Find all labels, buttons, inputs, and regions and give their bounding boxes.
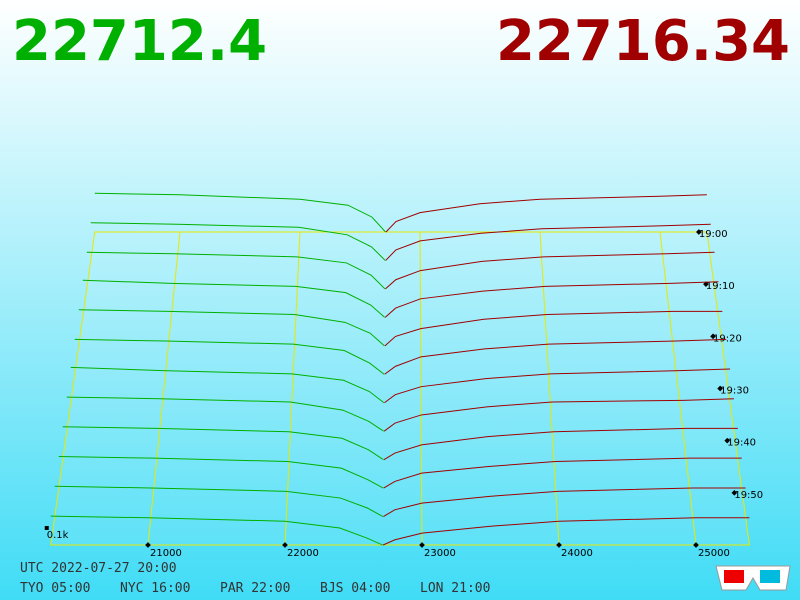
time-tick-label: 19:20 — [713, 333, 742, 344]
time-tick-mark — [710, 333, 716, 340]
tick-mark — [556, 542, 562, 548]
bid-depth-line — [70, 366, 385, 404]
ask-depth-line — [385, 194, 707, 233]
x-tick-label: 24000 — [561, 548, 593, 559]
bid-price: 22712.4 — [12, 9, 267, 74]
x-tick-label: 22000 — [287, 548, 319, 559]
bid-depth-line — [74, 338, 385, 375]
z-tick-label: 0.1k — [47, 530, 69, 541]
grid-line — [147, 231, 181, 546]
tick-mark — [282, 542, 288, 548]
time-tick-mark — [731, 490, 738, 496]
grid-line — [419, 231, 423, 546]
ask-depth-line — [382, 517, 750, 546]
z-tick-mark — [44, 526, 49, 530]
time-tick-mark — [696, 229, 702, 235]
bid-depth-line — [82, 279, 386, 318]
x-tick-label: 23000 — [424, 548, 456, 559]
floor — [50, 231, 751, 546]
utc-time: UTC 2022-07-27 20:00 — [20, 561, 177, 576]
bid-depth-line — [90, 222, 386, 261]
bid-depth-line — [62, 426, 384, 461]
zone-time: NYC 16:00 — [120, 581, 190, 596]
ask-depth-line — [384, 310, 723, 347]
grid-line — [539, 231, 560, 546]
glasses-icon — [715, 565, 791, 591]
ask-depth-line — [383, 457, 742, 489]
x-tick-label: 25000 — [698, 548, 730, 559]
zone-time: BJS 04:00 — [320, 581, 390, 596]
ask-price: 22716.34 — [496, 9, 790, 74]
ask-depth-line — [383, 427, 738, 461]
ask-depth-line — [384, 368, 731, 404]
x-tick-label: 21000 — [150, 548, 182, 559]
ask-depth-line — [383, 487, 746, 517]
bid-depth-line — [78, 309, 385, 347]
ask-depth-line — [385, 251, 715, 290]
bid-depth-line — [50, 515, 383, 546]
zone-time: PAR 22:00 — [220, 581, 290, 596]
grid-line — [659, 231, 697, 546]
time-tick-mark — [703, 281, 709, 287]
ask-depth-line — [384, 281, 719, 318]
time-tick-label: 19:40 — [727, 438, 756, 449]
zone-time: TYO 05:00 — [20, 581, 90, 596]
bid-depth-line — [58, 456, 384, 489]
zone-time: LON 21:00 — [420, 581, 490, 596]
ask-depth-line — [385, 223, 711, 261]
ask-depth-line — [384, 338, 727, 375]
time-tick-label: 19:50 — [734, 490, 763, 501]
ask-depth-line — [383, 398, 734, 432]
bid-depth-line — [86, 251, 386, 290]
tick-mark — [145, 542, 151, 548]
bid-depth-line — [54, 485, 384, 517]
time-tick-mark — [724, 437, 731, 444]
time-tick-label: 19:00 — [699, 229, 728, 240]
bid-depth-line — [94, 192, 386, 233]
time-tick-label: 19:10 — [706, 281, 735, 292]
time-tick-label: 19:30 — [720, 386, 749, 397]
tick-mark — [419, 542, 425, 548]
tick-mark — [693, 542, 699, 548]
bid-depth-line — [66, 396, 384, 432]
grid-line — [284, 231, 301, 546]
time-tick-mark — [717, 385, 723, 392]
